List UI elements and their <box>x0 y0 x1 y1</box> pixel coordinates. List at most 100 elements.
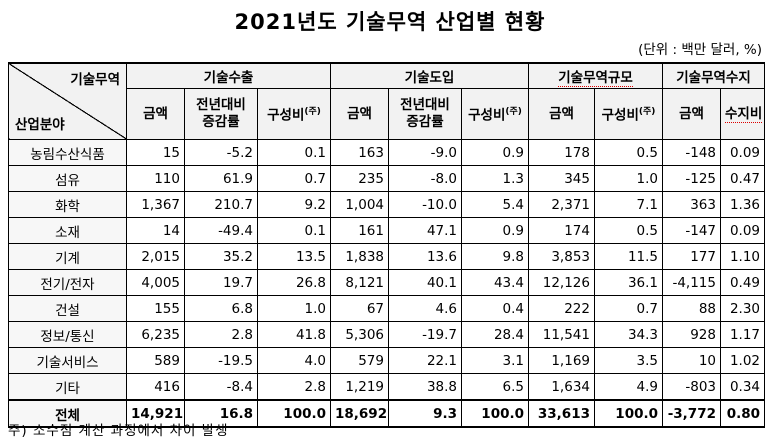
table-row: 전기/전자 4,005 19.7 26.8 8,121 40.1 43.4 12,126 36.… <box>8 269 765 296</box>
cell: 47.1 <box>388 217 462 244</box>
cell: 174 <box>528 217 595 244</box>
cell: 5.4 <box>461 191 529 218</box>
table-row: 기계 2,015 35.2 13.5 1,838 13.6 9.8 3,853 11.5 177 1… <box>8 243 765 270</box>
cell: 2,015 <box>126 243 185 270</box>
cell: 210.7 <box>184 191 258 218</box>
row-category: 전기/전자 <box>8 269 127 296</box>
total-label: 전체 <box>8 399 127 428</box>
cell: -4,115 <box>662 269 721 296</box>
cell: 0.09 <box>720 217 765 244</box>
cell: 9.3 <box>388 399 462 428</box>
cell: 1.0 <box>257 295 331 322</box>
cell: 0.5 <box>594 217 663 244</box>
cell: 0.34 <box>720 373 765 401</box>
trade-table: 기술무역 산업분야 기술수출 기술도입 기술무역규모 기술무역수지 금액 전년대… <box>8 62 765 428</box>
cell: 19.7 <box>184 269 258 296</box>
cell: 40.1 <box>388 269 462 296</box>
cell: 0.1 <box>257 217 331 244</box>
group-balance: 기술무역수지 <box>662 62 765 89</box>
cell: 38.8 <box>388 373 462 401</box>
cell: 161 <box>330 217 389 244</box>
cell: 9.8 <box>461 243 529 270</box>
cell: 43.4 <box>461 269 529 296</box>
table-row: 건설 155 6.8 1.0 67 4.6 0.4 222 0.7 88 2.30 <box>8 295 765 322</box>
row-category: 기술서비스 <box>8 347 127 374</box>
cell: 1.3 <box>461 165 529 192</box>
cell: 6.5 <box>461 373 529 401</box>
cell: -803 <box>662 373 721 401</box>
cell: 35.2 <box>184 243 258 270</box>
table-row: 섬유 110 61.9 0.7 235 -8.0 1.3 345 1.0 -125 0.47 <box>8 165 765 192</box>
cell: 16.8 <box>184 399 258 428</box>
cell: 100.0 <box>257 399 331 428</box>
cell: 1.02 <box>720 347 765 374</box>
col-import-share: 구성비(주) <box>461 88 529 140</box>
cell: 100.0 <box>594 399 663 428</box>
cell: 26.8 <box>257 269 331 296</box>
cell: 4.0 <box>257 347 331 374</box>
cell: 0.80 <box>720 399 765 428</box>
cell: -3,772 <box>662 399 721 428</box>
cell: 1,367 <box>126 191 185 218</box>
cell: 61.9 <box>184 165 258 192</box>
cell: 0.4 <box>461 295 529 322</box>
cell: 0.47 <box>720 165 765 192</box>
group-export: 기술수출 <box>126 62 331 89</box>
cell: 2.8 <box>257 373 331 401</box>
cell: 67 <box>330 295 389 322</box>
cell: 0.49 <box>720 269 765 296</box>
cell: 177 <box>662 243 721 270</box>
cell: 155 <box>126 295 185 322</box>
table-row: 정보/통신 6,235 2.8 41.8 5,306 -19.7 28.4 11,541 34.… <box>8 321 765 348</box>
cell: 0.09 <box>720 139 765 166</box>
cell: 11.5 <box>594 243 663 270</box>
cell: 22.1 <box>388 347 462 374</box>
cell: -147 <box>662 217 721 244</box>
table-row: 농림수산식품 15 -5.2 0.1 163 -9.0 0.9 178 0.5 -148 0.09 <box>8 139 765 166</box>
row-category: 기계 <box>8 243 127 270</box>
row-category: 기타 <box>8 373 127 401</box>
cell: 3,853 <box>528 243 595 270</box>
col-balance-amount: 금액 <box>662 88 721 140</box>
col-import-amount: 금액 <box>330 88 389 140</box>
cell: 0.9 <box>461 217 529 244</box>
cell: 0.7 <box>257 165 331 192</box>
cell: 11,541 <box>528 321 595 348</box>
corner-header: 기술무역 산업분야 <box>8 62 127 140</box>
cell: 1,169 <box>528 347 595 374</box>
cell: 589 <box>126 347 185 374</box>
cell: 28.4 <box>461 321 529 348</box>
cell: 6,235 <box>126 321 185 348</box>
cell: 8,121 <box>330 269 389 296</box>
cell: 13.6 <box>388 243 462 270</box>
cell: 0.9 <box>461 139 529 166</box>
cell: 3.5 <box>594 347 663 374</box>
col-balance-ratio: 수지비 <box>720 88 765 140</box>
col-volume-amount: 금액 <box>528 88 595 140</box>
cell: 6.8 <box>184 295 258 322</box>
cell: 1,004 <box>330 191 389 218</box>
cell: 2.8 <box>184 321 258 348</box>
cell: 416 <box>126 373 185 401</box>
cell: 579 <box>330 347 389 374</box>
cell: 18,692 <box>330 399 389 428</box>
cell: 4,005 <box>126 269 185 296</box>
cell: 110 <box>126 165 185 192</box>
cell: 4.9 <box>594 373 663 401</box>
cell: 15 <box>126 139 185 166</box>
cell: -125 <box>662 165 721 192</box>
corner-top-label: 기술무역 <box>70 72 120 88</box>
cell: 9.2 <box>257 191 331 218</box>
col-export-amount: 금액 <box>126 88 185 140</box>
col-export-yoy: 전년대비 증감률 <box>184 88 258 140</box>
cell: 163 <box>330 139 389 166</box>
cell: -10.0 <box>388 191 462 218</box>
cell: 2.30 <box>720 295 765 322</box>
corner-bottom-label: 산업분야 <box>15 117 65 133</box>
cell: 3.1 <box>461 347 529 374</box>
col-export-share: 구성비(주) <box>257 88 331 140</box>
cell: 41.8 <box>257 321 331 348</box>
group-volume: 기술무역규모 <box>528 62 663 89</box>
cell: -148 <box>662 139 721 166</box>
cell: -8.4 <box>184 373 258 401</box>
